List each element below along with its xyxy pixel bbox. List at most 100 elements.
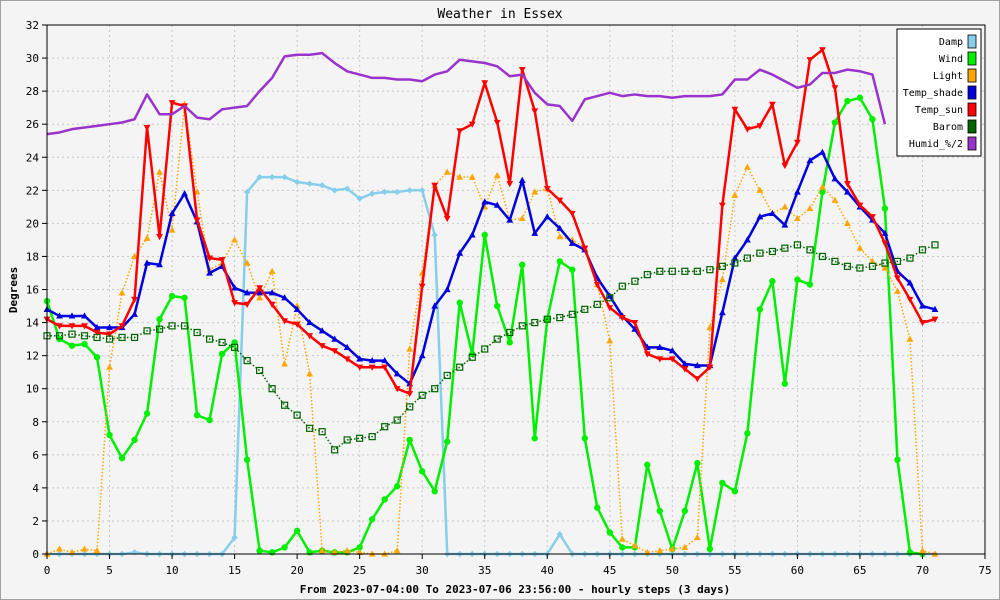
series-wind — [43, 94, 926, 558]
legend-swatch-damp — [967, 34, 977, 49]
series-barom-point — [431, 385, 439, 393]
series-light-point — [281, 360, 289, 367]
series-wind-point — [744, 430, 751, 437]
series-barom-point — [831, 257, 839, 265]
series-barom-point — [793, 241, 802, 249]
series-temp-sun-point — [768, 101, 776, 108]
series-temp-shade-point — [268, 289, 276, 296]
legend-swatch-temp-shade — [967, 85, 977, 100]
series-temp-shade-point — [106, 323, 113, 331]
series-barom-point — [381, 423, 389, 431]
series-wind-point — [293, 527, 301, 535]
series-light-point — [881, 264, 889, 271]
series-barom-point — [418, 391, 426, 399]
series-temp-sun-point — [693, 376, 701, 383]
x-tick-label: 40 — [541, 564, 554, 577]
series-temp-shade-point — [681, 360, 689, 367]
series-wind-point — [706, 545, 714, 553]
series-temp-sun-point — [431, 182, 439, 189]
series-barom-point — [768, 247, 776, 256]
series-light-point — [331, 548, 339, 555]
series-temp-shade-point — [668, 347, 676, 354]
series-light-point — [706, 323, 714, 331]
series-wind-point — [581, 435, 588, 442]
series-wind-point — [756, 306, 764, 313]
series-humid-2 — [46, 51, 887, 136]
x-tick-label: 20 — [291, 564, 304, 577]
series-temp-sun-point — [243, 301, 251, 308]
series-wind-point — [381, 496, 388, 503]
series-light-point — [656, 547, 664, 554]
series-temp-sun-point — [656, 356, 664, 363]
series-temp-sun-point — [593, 281, 601, 289]
series-temp-sun-point — [381, 364, 389, 371]
series-temp-sun-point — [306, 333, 314, 340]
series-wind-point — [256, 547, 263, 554]
series-light-point — [869, 257, 876, 264]
series-temp-sun-point — [156, 234, 163, 241]
series-temp-shade-point — [543, 213, 551, 220]
series-wind-point — [494, 302, 501, 310]
series-wind-point — [769, 278, 776, 285]
series-light-point — [93, 547, 101, 554]
series-temp-shade-point — [781, 221, 789, 228]
series-wind-point — [281, 544, 288, 551]
series-wind-point — [881, 205, 889, 212]
series-light-point — [231, 236, 238, 243]
series-line-temp-sun — [46, 48, 936, 395]
series-light-point — [894, 287, 901, 294]
series-wind-point — [506, 339, 513, 346]
axes: 0 5 10 15 20 25 30 35 40 45 50 55 60 65 70 750246810121… — [26, 19, 992, 577]
series-wind-point — [143, 410, 151, 417]
series-light-point — [356, 548, 364, 555]
series-temp-shade-point — [468, 231, 476, 238]
series-wind-point — [844, 97, 851, 105]
series-temp-sun-point — [919, 319, 926, 327]
series-barom-point — [506, 328, 514, 337]
legend-label-wind: Wind — [939, 54, 963, 65]
series-wind-point — [481, 231, 488, 239]
legend-label-barom: Barom — [933, 122, 963, 133]
series-barom-point — [180, 322, 189, 330]
series-temp-sun-point — [481, 80, 489, 87]
series-barom-point — [406, 403, 414, 411]
series-wind-point — [606, 529, 613, 536]
series-temp-shade-point — [556, 224, 564, 231]
x-axis-label: From 2023-07-04:00 To 2023-07-06 23:56:0… — [300, 583, 730, 596]
series-temp-shade-point — [81, 312, 88, 319]
series-light-point — [718, 275, 726, 283]
series-light-point — [844, 219, 851, 226]
series-barom-point — [456, 363, 464, 371]
series-light — [43, 100, 939, 557]
series-barom-point — [656, 267, 664, 275]
series-temp-sun-point — [356, 364, 364, 371]
series-temp-sun-point — [856, 202, 864, 209]
series-temp-sun-point — [118, 323, 126, 330]
series-damp-point — [256, 173, 263, 181]
series-temp-shade-point — [206, 269, 213, 276]
series-damp-point — [381, 188, 388, 196]
series-wind-point — [444, 438, 451, 445]
series-temp-shade-point — [418, 352, 426, 359]
series-light-point — [106, 363, 113, 370]
series-temp-shade-point — [143, 259, 151, 266]
series-temp-shade-point — [806, 156, 814, 164]
series-barom-point — [356, 434, 364, 442]
series-temp-sun-point — [806, 57, 814, 64]
series-temp-sun-point — [218, 257, 226, 264]
series-damp-point — [431, 231, 438, 239]
series-wind-point — [368, 516, 376, 523]
series-temp-shade — [43, 148, 939, 387]
grid-lines — [47, 25, 985, 554]
series-light-point — [668, 545, 676, 552]
series-temp-shade-point — [794, 188, 801, 195]
series-barom-point — [80, 332, 89, 340]
series-wind-point — [218, 350, 226, 358]
series-temp-sun-point — [318, 343, 326, 350]
series-barom-point — [205, 335, 214, 343]
series-temp-sun-point — [468, 121, 476, 128]
series-temp-sun-point — [506, 181, 514, 188]
series-light-point — [743, 163, 751, 170]
series-damp-point — [306, 180, 313, 187]
